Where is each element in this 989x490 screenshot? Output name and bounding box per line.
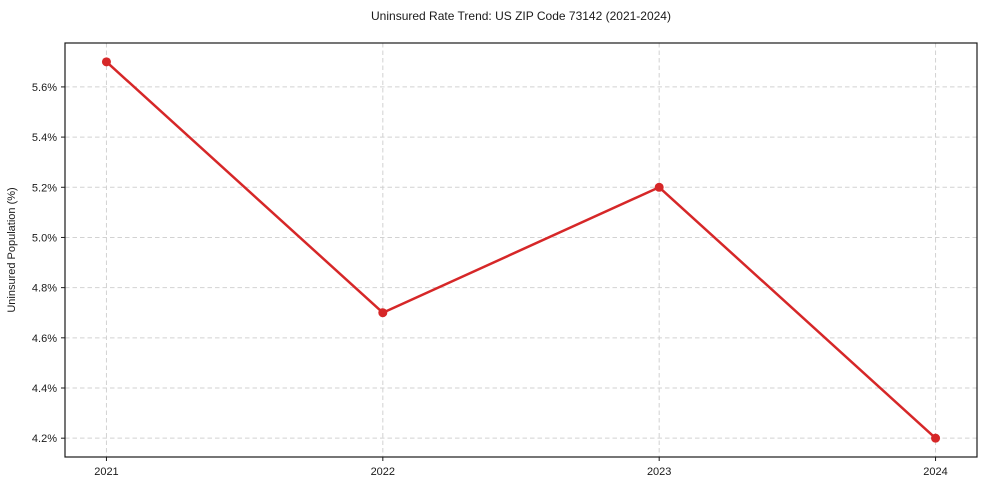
y-tick-label: 4.4% <box>32 383 57 395</box>
y-tick-label: 4.6% <box>32 333 57 345</box>
plot-border <box>64 42 978 458</box>
y-tick-label: 4.2% <box>32 433 57 445</box>
y-tick-label: 5.6% <box>32 82 57 94</box>
data-point-marker <box>931 433 941 443</box>
y-axis-label: Uninsured Population (%) <box>6 187 18 312</box>
y-tick-label: 5.4% <box>32 132 57 144</box>
y-tick-label: 5.2% <box>32 182 57 194</box>
data-point-marker <box>101 57 111 67</box>
chart-title: Uninsured Rate Trend: US ZIP Code 73142 … <box>371 9 671 23</box>
x-tick-label: 2022 <box>371 466 395 478</box>
x-tick-label: 2023 <box>647 466 671 478</box>
x-tick-label: 2021 <box>94 466 118 478</box>
data-point-marker <box>654 182 664 192</box>
data-point-marker <box>378 308 388 318</box>
trend-line <box>105 60 937 440</box>
x-tick-label: 2024 <box>923 466 947 478</box>
y-tick-label: 5.0% <box>32 232 57 244</box>
y-tick-label: 4.8% <box>32 283 57 295</box>
